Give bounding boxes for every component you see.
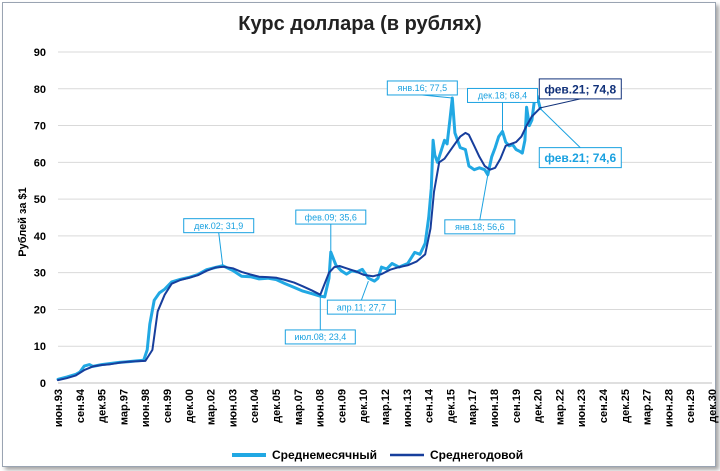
annotation-leader <box>539 108 581 148</box>
annotation-label: дек.02; 31,9 <box>194 221 243 231</box>
x-tick-label: дек.95 <box>97 389 109 423</box>
x-tick-label: дек.30 <box>707 389 719 423</box>
x-tick-label: дек.10 <box>358 389 370 423</box>
annotation-label: фев.09; 35,6 <box>305 212 357 222</box>
annotation-box <box>538 147 622 169</box>
annotation-leader <box>360 280 369 301</box>
y-tick-label: 20 <box>34 304 46 316</box>
annotation-label: фев.21; 74,6 <box>544 151 616 165</box>
y-tick-label: 80 <box>34 84 46 96</box>
annotation-box <box>326 299 396 315</box>
annotation-label: янв.18; 56,6 <box>455 222 505 232</box>
y-tick-label: 60 <box>34 157 46 169</box>
chart-title: Курс доллара (в рублях) <box>238 13 481 35</box>
x-tick-label: июн.13 <box>402 389 414 427</box>
annotation-box <box>444 219 516 235</box>
annotation-label: янв.16; 77,5 <box>397 83 447 93</box>
y-tick-label: 0 <box>40 378 46 390</box>
y-tick-label: 70 <box>34 121 46 133</box>
data-annotations: дек.02; 31,9 июл.08; 23,4 фев.09; 35,6 апр.… <box>183 78 622 345</box>
x-tick-label: мар.97 <box>118 389 130 425</box>
y-tick-label: 90 <box>34 47 46 59</box>
grid-lines <box>58 51 712 384</box>
y-tick-label: 30 <box>34 268 46 280</box>
x-tick-label: дек.25 <box>620 389 632 423</box>
series-line-monthly <box>56 94 542 381</box>
annotation-label: июл.08; 23,4 <box>294 332 346 342</box>
annotation-label: апр.11; 27,7 <box>337 302 386 312</box>
x-tick-label: сен.99 <box>162 389 174 423</box>
x-tick-label: дек.05 <box>271 389 283 423</box>
y-tick-label: 40 <box>34 231 46 243</box>
x-tick-label: дек.20 <box>533 389 545 423</box>
x-tick-label: июн.23 <box>576 389 588 427</box>
legend: Среднемесячный Среднегодовой <box>232 448 523 462</box>
x-tick-label: дек.15 <box>445 389 457 423</box>
annotation-box <box>183 218 255 234</box>
x-tick-label: сен.09 <box>336 389 348 423</box>
annotation-box <box>386 80 458 96</box>
annotation-leader <box>479 174 489 220</box>
x-tick-label: мар.07 <box>293 389 305 425</box>
x-tick-label: июн.18 <box>489 389 501 427</box>
x-tick-label: мар.17 <box>467 389 479 425</box>
x-tick-label: июн.93 <box>53 389 65 427</box>
series-lines <box>56 94 542 382</box>
annotation-label: дек.18; 68,4 <box>478 91 527 101</box>
y-tick-label: 50 <box>34 194 46 206</box>
annotation-label: фев.21; 74,8 <box>544 82 616 96</box>
x-tick-labels: июн.93 сен.94 дек.95 мар.97 июн.98 сен.99 дек.… <box>53 388 719 427</box>
x-tick-label: июн.28 <box>663 389 675 427</box>
x-tick-label: сен.94 <box>75 388 87 423</box>
x-tick-label: мар.12 <box>380 389 392 425</box>
x-tick-label: сен.14 <box>424 388 436 423</box>
x-tick-label: мар.22 <box>554 389 566 425</box>
x-tick-label: сен.04 <box>249 388 261 423</box>
x-tick-label: сен.24 <box>598 388 610 423</box>
x-tick-label: мар.02 <box>206 389 218 425</box>
legend-label-yearly: Среднегодовой <box>430 448 523 462</box>
annotation-box <box>295 209 367 225</box>
annotation-box <box>467 87 539 103</box>
annotation-leader <box>540 98 581 109</box>
series-line-yearly <box>57 106 542 382</box>
x-tick-label: сен.29 <box>685 389 697 423</box>
y-tick-labels: 0 10 20 30 40 50 60 70 80 90 <box>34 47 46 390</box>
x-tick-label: июн.98 <box>140 389 152 427</box>
x-tick-label: дек.00 <box>184 389 196 423</box>
y-tick-label: 10 <box>34 341 46 353</box>
y-axis-label: Рублей за $1 <box>17 187 29 257</box>
x-tick-label: июн.03 <box>227 389 239 427</box>
annotation-box <box>538 78 622 100</box>
x-tick-label: июн.08 <box>315 389 327 427</box>
annotation-leader <box>218 232 224 266</box>
x-tick-label: сен.19 <box>511 389 523 423</box>
x-tick-label: мар.27 <box>642 389 654 425</box>
annotation-box <box>284 329 356 345</box>
legend-label-monthly: Среднемесячный <box>272 448 377 462</box>
